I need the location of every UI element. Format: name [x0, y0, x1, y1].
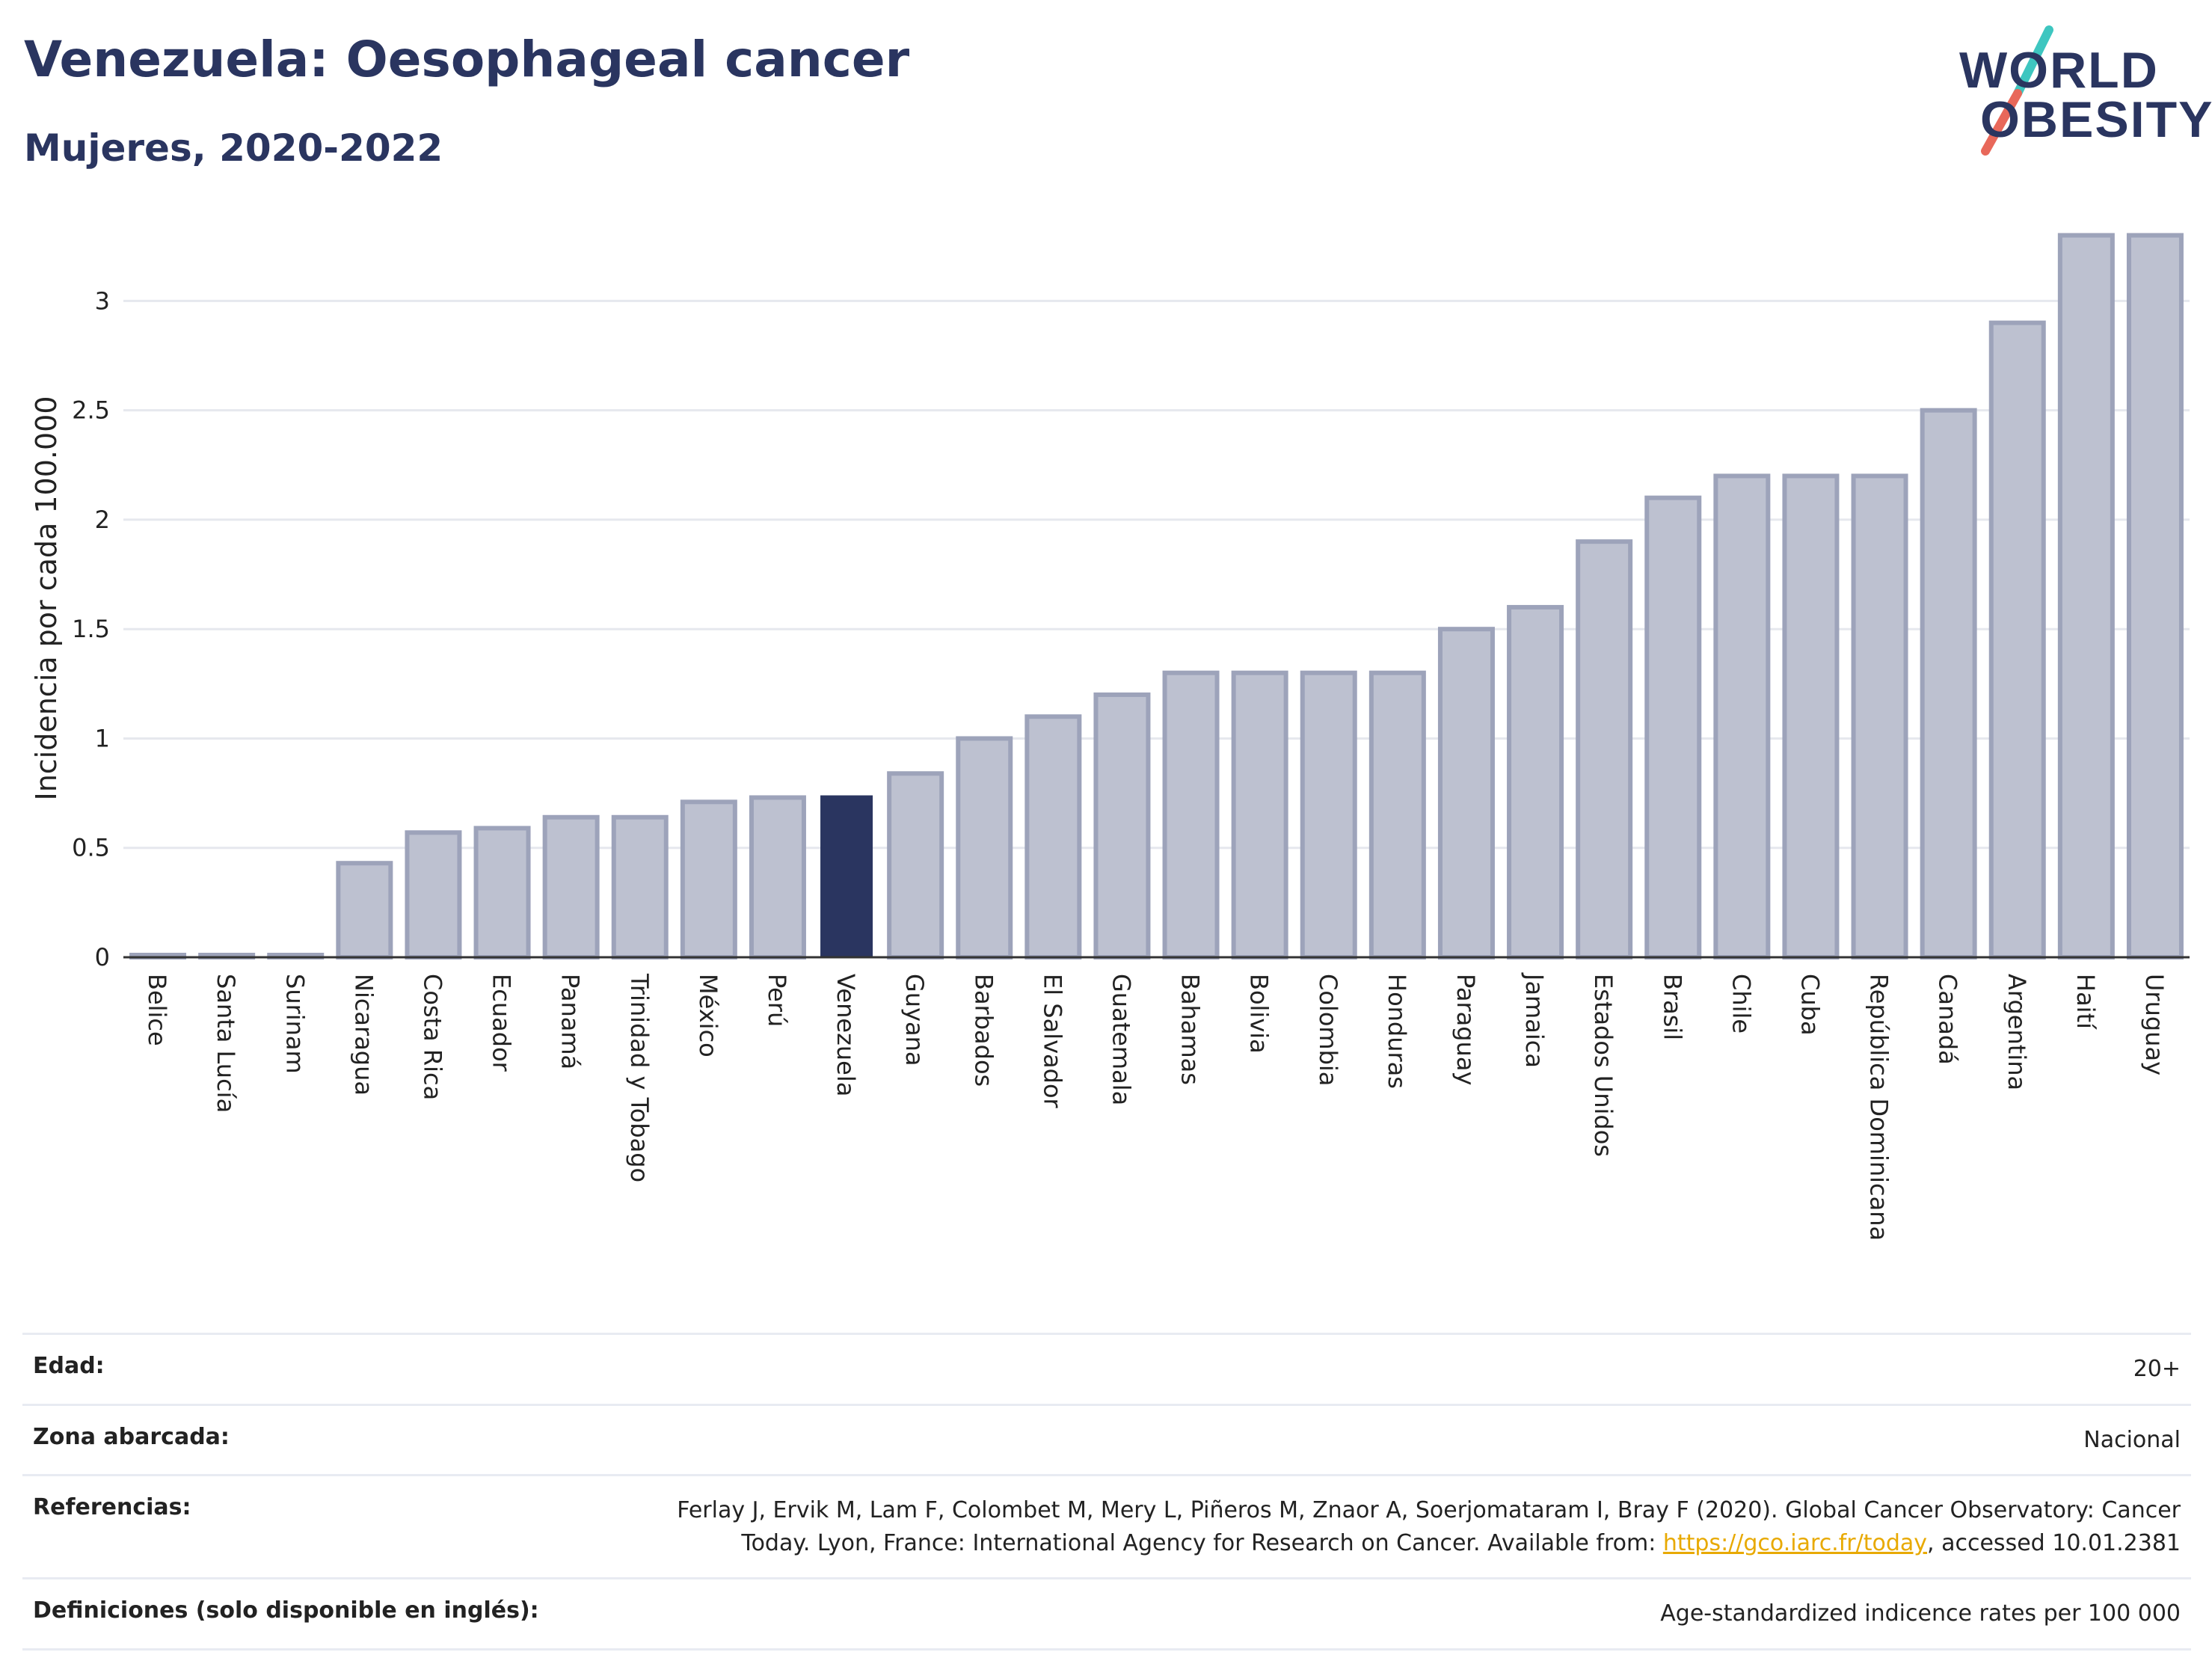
info-value-definitions: Age-standardized indicence rates per 100… — [1660, 1600, 2181, 1627]
bar-guatemala[interactable] — [1093, 692, 1151, 959]
x-tick-label-estados-unidos: Estados Unidos — [1589, 974, 1617, 1157]
info-row-references: Referencias: Ferlay J, Ervik M, Lam F, C… — [22, 1474, 2191, 1577]
logo-slash-icon — [1981, 25, 2053, 156]
x-tick-label-haiti: Haití — [2071, 974, 2100, 1030]
info-row-area: Zona abarcada: Nacional — [22, 1403, 2191, 1475]
x-tick-label-barbados: Barbados — [969, 974, 998, 1087]
bar-ecuador[interactable] — [473, 826, 531, 960]
info-value-area: Nacional — [2083, 1426, 2181, 1453]
info-key-area: Zona abarcada: — [33, 1423, 230, 1450]
reference-text-line2: Today. Lyon, France: International Agenc… — [741, 1529, 1663, 1556]
info-key-references: Referencias: — [33, 1494, 191, 1520]
y-tick-label: 1.5 — [72, 615, 110, 643]
logo-line2: OBESITY — [1980, 91, 2212, 148]
bar-argentina[interactable] — [1988, 320, 2046, 959]
x-tick-label-guatemala: Guatemala — [1107, 974, 1135, 1105]
x-tick-label-honduras: Honduras — [1383, 974, 1411, 1089]
x-tick-label-bahamas: Bahamas — [1176, 974, 1205, 1085]
x-tick-label-costa-rica: Costa Rica — [418, 974, 446, 1100]
bar-costa-rica[interactable] — [405, 830, 462, 959]
y-tick-label: 2.5 — [72, 396, 110, 425]
bar-haiti[interactable] — [2057, 233, 2115, 959]
bar-trinidad-y-tobago[interactable] — [611, 814, 669, 959]
y-axis-title: Incidencia por cada 100.000 — [30, 396, 63, 800]
bar-venezuela[interactable] — [820, 795, 873, 957]
world-obesity-logo[interactable]: WORLD OBESITY — [1944, 22, 2212, 165]
x-tick-label-el-salvador: El Salvador — [1038, 974, 1066, 1109]
reference-text-line2-end: , accessed 10.01.2381 — [1927, 1529, 2181, 1556]
bar-jamaica[interactable] — [1507, 604, 1564, 959]
y-tick-label: 1 — [95, 724, 110, 752]
x-tick-label-trinidad-y-tobago: Trinidad y Tobago — [625, 973, 654, 1182]
x-tick-label-venezuela: Venezuela — [832, 974, 860, 1096]
x-tick-label-bolivia: Bolivia — [1245, 974, 1274, 1054]
x-tick-label-brasil: Brasil — [1658, 974, 1686, 1040]
x-tick-label-jamaica: Jamaica — [1520, 972, 1549, 1068]
x-tick-label-belice: Belice — [143, 974, 171, 1046]
bar-barbados[interactable] — [956, 736, 1013, 960]
info-row-age: Edad: 20+ — [22, 1333, 2191, 1404]
page-subtitle: Mujeres, 2020-2022 — [24, 126, 443, 170]
x-tick-label-cuba: Cuba — [1795, 974, 1824, 1036]
bar-chart: 0 0.5 1 1.5 2 2.5 3 Belice Santa Lucía Surinam Ni… — [30, 233, 2190, 1241]
info-key-age: Edad: — [33, 1353, 105, 1379]
info-row-definitions: Definiciones (solo disponible en inglés)… — [22, 1577, 2191, 1651]
x-tick-label-ecuador: Ecuador — [488, 974, 516, 1072]
bar-el-salvador[interactable] — [1024, 714, 1082, 960]
x-tick-label-republica-dominicana: República Dominicana — [1865, 974, 1893, 1241]
y-tick-label: 2 — [95, 506, 110, 534]
x-tick-label-argentina: Argentina — [2003, 974, 2031, 1090]
grid-lines — [123, 299, 2190, 850]
reference-link[interactable]: https://gco.iarc.fr/today — [1662, 1529, 1928, 1556]
bar-bahamas[interactable] — [1162, 670, 1220, 959]
bar-paraguay[interactable] — [1437, 627, 1495, 959]
info-key-definitions: Definiciones (solo disponible en inglés)… — [33, 1597, 539, 1624]
y-tick-label: 0 — [95, 943, 110, 971]
bar-brasil[interactable] — [1644, 495, 1702, 959]
bar-nicaragua[interactable] — [336, 861, 393, 960]
bar-uruguay[interactable] — [2126, 233, 2184, 959]
x-tick-label-colombia: Colombia — [1314, 974, 1342, 1086]
logo-line1: WORLD — [1959, 42, 2159, 99]
x-tick-label-uruguay: Uruguay — [2140, 974, 2169, 1075]
bars — [129, 233, 2184, 960]
x-tick-label-nicaragua: Nicaragua — [349, 974, 378, 1096]
x-tick-label-mexico: México — [694, 974, 722, 1057]
reference-text-line1: Ferlay J, Ervik M, Lam F, Colombet M, Me… — [677, 1497, 2181, 1523]
x-tick-label-paraguay: Paraguay — [1451, 974, 1480, 1085]
x-tick-label-santa-lucia: Santa Lucía — [212, 974, 240, 1113]
bar-honduras[interactable] — [1368, 670, 1426, 959]
bar-bolivia[interactable] — [1231, 670, 1288, 959]
bar-chile[interactable] — [1713, 473, 1771, 959]
x-tick-label-canada: Canadá — [1934, 974, 1962, 1065]
page-title: Venezuela: Oesophageal cancer — [24, 31, 910, 88]
bar-panama[interactable] — [542, 814, 600, 959]
bar-colombia[interactable] — [1300, 670, 1357, 959]
bar-peru[interactable] — [749, 795, 806, 959]
x-tick-label-peru: Perú — [763, 974, 791, 1027]
bar-cuba[interactable] — [1782, 473, 1840, 959]
y-tick-label: 3 — [95, 286, 110, 315]
x-tick-label-surinam: Surinam — [280, 974, 309, 1074]
bar-republica-dominicana[interactable] — [1851, 473, 1908, 959]
x-tick-label-chile: Chile — [1727, 974, 1755, 1034]
info-value-age: 20+ — [2133, 1356, 2181, 1382]
x-tick-label-guyana: Guyana — [900, 974, 929, 1066]
y-tick-label: 0.5 — [72, 834, 110, 862]
bar-estados-unidos[interactable] — [1576, 539, 1633, 960]
info-value-references: Ferlay J, Ervik M, Lam F, Colombet M, Me… — [677, 1494, 2181, 1559]
x-axis-labels: Belice Santa Lucía Surinam Nicaragua Costa R… — [143, 972, 2169, 1241]
info-table: Edad: 20+ Zona abarcada: Nacional Refere… — [22, 1333, 2191, 1651]
bar-mexico[interactable] — [680, 799, 737, 960]
bar-canada[interactable] — [1920, 408, 1977, 959]
bar-guyana[interactable] — [887, 771, 944, 960]
x-tick-label-panama: Panamá — [556, 974, 585, 1069]
y-axis-ticks: 0 0.5 1 1.5 2 2.5 3 — [72, 286, 110, 971]
